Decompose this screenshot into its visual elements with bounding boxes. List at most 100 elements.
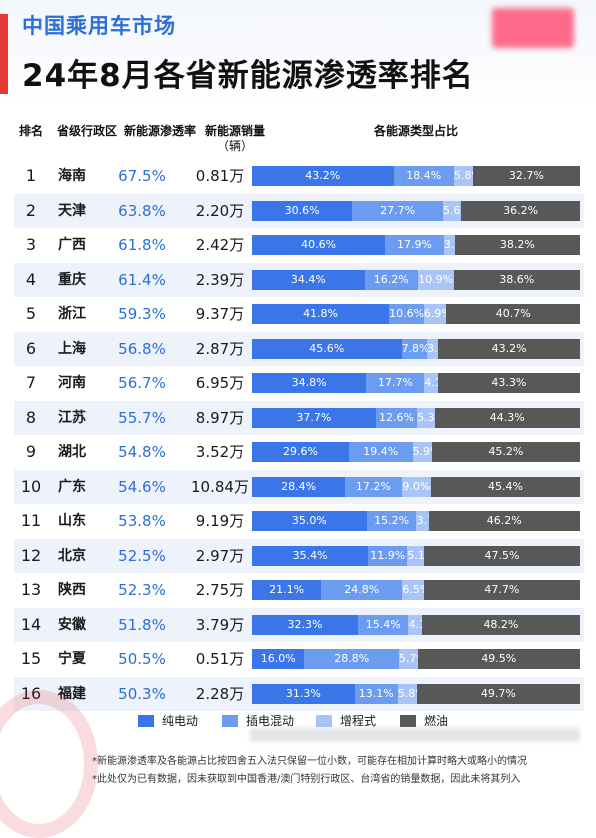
- stacked-bar: 41.8% 10.6% 6.9% 40.7%: [252, 304, 580, 324]
- legend-swatch-bev: [138, 715, 154, 727]
- bar-value-label: 37.7%: [296, 410, 332, 424]
- bar-segment-erev: 5.6%: [443, 200, 471, 221]
- bar-segment-bev: 28.4%: [252, 476, 346, 497]
- stacked-bar: 21.1% 24.8% 6.5% 47.7%: [252, 580, 580, 600]
- sales-cell: 2.20万: [195, 201, 245, 220]
- bar-segment-phev: 28.8%: [304, 649, 399, 669]
- stacked-bar: 35.4% 11.9% 5.1% 47.5%: [252, 545, 580, 566]
- bar-segment-ice: 47.7%: [423, 580, 580, 600]
- bar-segment-ice: 32.7%: [472, 166, 580, 186]
- column-header-rank: 排名: [18, 124, 43, 138]
- bar-segment-ice: 49.7%: [416, 683, 580, 704]
- legend-label-bev: 纯电动: [162, 714, 199, 728]
- bar-segment-bev: 21.1%: [252, 580, 322, 600]
- bar-segment-phev: 13.1%: [354, 683, 398, 704]
- bar-value-label: 38.2%: [499, 238, 535, 251]
- bar-value-label: 19.4%: [363, 445, 399, 458]
- rate-cell: 61.8%: [118, 236, 166, 254]
- bar-segment-phev: 7.8%: [401, 338, 430, 359]
- bar-segment-erev: 3.3%: [443, 235, 472, 255]
- rank-cell: 3: [25, 235, 37, 254]
- bar-value-label: 45.2%: [488, 445, 524, 458]
- sales-cell: 0.81万: [195, 167, 245, 185]
- stacked-bar: 37.7% 12.6% 5.3% 44.3%: [252, 407, 580, 428]
- bar-value-label: 11.9%: [370, 548, 406, 562]
- bar-value-label: 41.8%: [303, 307, 339, 320]
- province-cell: 天津: [58, 202, 86, 219]
- table-row: 1 海南 67.5% 0.81万 43.2% 18.4% 5.8% 32.7%: [14, 159, 584, 194]
- sales-cell: 6.95万: [195, 374, 245, 392]
- bar-value-label: 28.4%: [281, 479, 317, 493]
- table-row: 11 山东 53.8% 9.19万 35.0% 15.2% 3.7% 46.2%: [14, 504, 584, 539]
- bar-segment-ice: 36.2%: [461, 200, 580, 221]
- rank-cell: 5: [25, 304, 37, 323]
- sales-cell: 9.19万: [195, 512, 245, 530]
- legend-swatch-ice: [400, 715, 416, 727]
- bar-segment-erev: 5.1%: [407, 545, 435, 566]
- bar-segment-phev: 11.9%: [368, 545, 408, 566]
- bar-value-label: 35.4%: [292, 548, 328, 562]
- bar-segment-ice: 43.2%: [438, 338, 580, 359]
- bar-value-label: 6.5%: [402, 583, 431, 596]
- bar-value-label: 10.6%: [389, 307, 425, 320]
- bar-segment-phev: 18.4%: [393, 166, 454, 186]
- bar-segment-bev: 30.6%: [252, 200, 353, 221]
- bar-segment-ice: 45.2%: [431, 442, 580, 462]
- province-cell: 陕西: [58, 582, 86, 598]
- header-accent-bar: [0, 14, 8, 94]
- bar-segment-ice: 44.3%: [434, 407, 580, 428]
- rate-cell: 63.8%: [118, 201, 166, 220]
- bar-value-label: 6.9%: [423, 307, 452, 320]
- bar-segment-ice: 48.2%: [421, 614, 580, 635]
- bar-value-label: 10.9%: [418, 272, 454, 286]
- province-cell: 湖北: [58, 444, 86, 460]
- bar-value-label: 49.7%: [480, 686, 516, 700]
- bar-value-label: 32.7%: [508, 169, 544, 182]
- rate-cell: 50.5%: [118, 650, 166, 668]
- rank-cell: 2: [25, 200, 37, 220]
- bar-segment-phev: 17.7%: [366, 373, 425, 393]
- bar-value-label: 49.5%: [481, 652, 517, 665]
- brand-title: 中国乘用车市场: [22, 14, 176, 38]
- column-header-sales-label: 新能源销量: [204, 124, 265, 138]
- table-row: 12 北京 52.5% 2.97万 35.4% 11.9% 5.1% 47.5%: [14, 538, 584, 573]
- province-cell: 海南: [58, 168, 86, 184]
- table-row: 3 广西 61.8% 2.42万 40.6% 17.9% 3.3% 38.2%: [14, 228, 584, 263]
- table-row: 4 重庆 61.4% 2.39万 34.4% 16.2% 10.9% 38.6%: [14, 262, 584, 297]
- bar-segment-phev: 12.6%: [375, 407, 418, 428]
- bar-value-label: 40.6%: [301, 238, 337, 251]
- bar-segment-erev: 4.1%: [408, 614, 436, 635]
- province-cell: 广东: [58, 478, 86, 495]
- bar-segment-erev: 5.9%: [412, 442, 441, 462]
- stacked-bar: 40.6% 17.9% 3.3% 38.2%: [252, 235, 580, 255]
- rank-cell: 13: [20, 580, 42, 599]
- sales-cell: 2.42万: [195, 236, 245, 254]
- sales-cell: 3.52万: [195, 443, 245, 461]
- legend-swatch-erev: [316, 715, 332, 727]
- bar-value-label: 13.1%: [358, 686, 394, 700]
- bar-value-label: 7.8%: [401, 341, 430, 355]
- rank-cell: 9: [25, 442, 37, 461]
- rank-cell: 11: [20, 511, 42, 530]
- bar-value-label: 12.6%: [378, 410, 414, 424]
- table-row: 16 福建 50.3% 2.28万 31.3% 13.1% 5.8% 49.7%: [14, 676, 584, 711]
- rank-cell: 1: [25, 166, 37, 185]
- stacked-bar: 34.8% 17.7% 4.1% 43.3%: [252, 373, 580, 393]
- blurred-logo: [492, 8, 574, 48]
- rate-cell: 56.8%: [118, 339, 166, 358]
- bar-value-label: 48.2%: [483, 617, 519, 631]
- province-cell: 山东: [58, 513, 86, 529]
- bar-value-label: 43.2%: [305, 169, 341, 182]
- sales-cell: 8.97万: [195, 408, 245, 427]
- bar-segment-ice: 45.4%: [431, 476, 580, 497]
- legend-label-erev: 增程式: [340, 714, 377, 728]
- table-row: 7 河南 56.7% 6.95万 34.8% 17.7% 4.1% 43.3%: [14, 366, 584, 401]
- bar-value-label: 21.1%: [269, 583, 305, 596]
- sales-cell: 9.37万: [195, 305, 245, 323]
- bar-value-label: 43.2%: [491, 341, 527, 355]
- bar-segment-ice: 49.5%: [417, 649, 580, 669]
- province-cell: 上海: [58, 340, 86, 357]
- bar-segment-phev: 15.2%: [366, 511, 417, 531]
- bar-value-label: 47.5%: [484, 548, 520, 562]
- bar-segment-erev: 3.4%: [427, 338, 455, 359]
